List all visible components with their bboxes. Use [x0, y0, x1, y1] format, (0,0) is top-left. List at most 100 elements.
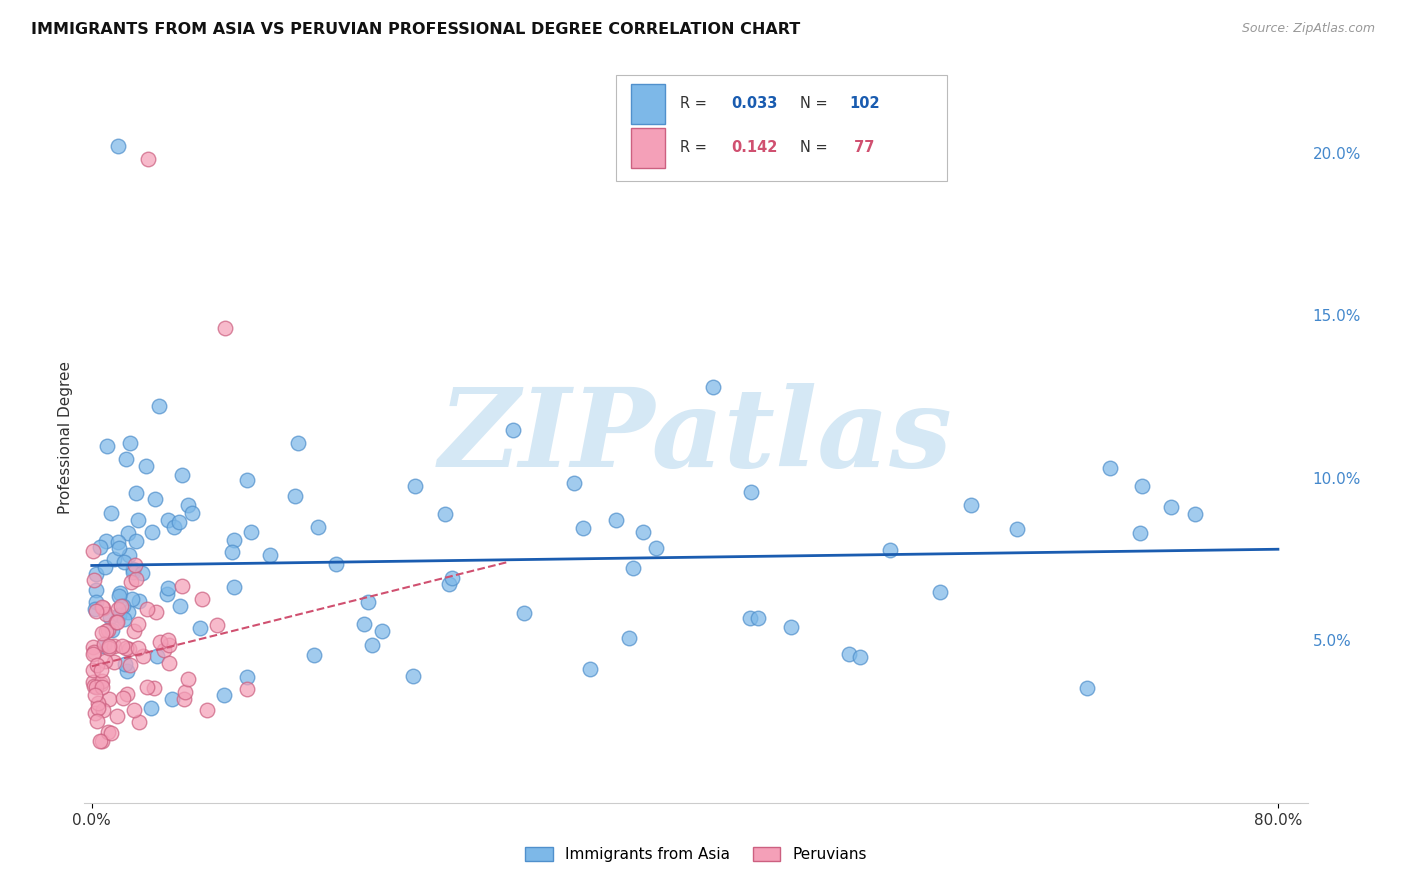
- Point: [163, 520, 186, 534]
- Point: [84, 680, 107, 694]
- Legend: Immigrants from Asia, Peruvians: Immigrants from Asia, Peruvians: [519, 841, 873, 868]
- Point: [146, 649, 169, 664]
- Point: [1129, 526, 1152, 541]
- Y-axis label: Professional Degree: Professional Degree: [58, 360, 73, 514]
- Point: [122, 624, 145, 638]
- Point: [94, 607, 117, 622]
- Point: [156, 513, 179, 527]
- Point: [110, 599, 132, 613]
- Point: [82, 640, 104, 654]
- Point: [127, 617, 149, 632]
- Point: [112, 599, 135, 613]
- Point: [105, 615, 128, 629]
- Point: [108, 541, 131, 555]
- Point: [103, 552, 125, 566]
- Point: [214, 688, 236, 702]
- Point: [148, 399, 170, 413]
- Point: [156, 587, 179, 601]
- Point: [122, 565, 145, 579]
- Point: [702, 380, 724, 394]
- Point: [97, 724, 120, 739]
- Point: [117, 665, 139, 679]
- Text: 0.142: 0.142: [731, 140, 778, 155]
- Point: [361, 638, 384, 652]
- Point: [402, 669, 425, 683]
- Point: [127, 513, 149, 527]
- Point: [91, 680, 114, 694]
- Text: IMMIGRANTS FROM ASIA VS PERUVIAN PROFESSIONAL DEGREE CORRELATION CHART: IMMIGRANTS FROM ASIA VS PERUVIAN PROFESS…: [31, 22, 800, 37]
- Point: [89, 733, 111, 747]
- Point: [97, 639, 120, 653]
- Point: [108, 607, 131, 622]
- Point: [747, 611, 769, 625]
- Point: [91, 673, 114, 688]
- Text: 0.033: 0.033: [731, 96, 778, 112]
- Point: [124, 558, 146, 572]
- Point: [236, 682, 259, 697]
- Point: [87, 696, 110, 710]
- Point: [188, 621, 211, 635]
- Point: [502, 423, 524, 437]
- Point: [136, 152, 159, 166]
- Point: [89, 540, 111, 554]
- Point: [645, 541, 668, 555]
- Point: [214, 321, 236, 335]
- Text: 102: 102: [849, 96, 880, 112]
- Point: [82, 675, 104, 690]
- Point: [105, 708, 128, 723]
- Point: [440, 571, 463, 585]
- Point: [205, 618, 228, 632]
- Point: [82, 544, 104, 558]
- Point: [304, 648, 326, 662]
- Point: [118, 657, 141, 672]
- Point: [86, 700, 108, 714]
- Point: [353, 617, 375, 632]
- Point: [307, 519, 329, 533]
- Point: [94, 533, 117, 548]
- Point: [434, 507, 457, 521]
- Point: [103, 655, 125, 669]
- Point: [145, 605, 167, 619]
- Point: [141, 525, 163, 540]
- Point: [128, 594, 150, 608]
- Point: [605, 513, 627, 527]
- Point: [107, 590, 129, 604]
- Point: [91, 600, 114, 615]
- Point: [90, 626, 112, 640]
- Point: [1076, 681, 1098, 696]
- Point: [1160, 500, 1182, 514]
- Point: [325, 558, 347, 572]
- Point: [93, 636, 115, 650]
- Point: [121, 591, 143, 606]
- FancyBboxPatch shape: [616, 75, 946, 181]
- Point: [173, 691, 195, 706]
- Point: [117, 641, 139, 656]
- Point: [160, 691, 183, 706]
- Point: [90, 677, 112, 691]
- Point: [100, 726, 122, 740]
- Point: [86, 657, 108, 672]
- Point: [157, 638, 180, 652]
- Point: [117, 526, 139, 541]
- Point: [107, 602, 129, 616]
- Point: [83, 602, 105, 616]
- Point: [221, 545, 243, 559]
- Point: [157, 656, 180, 670]
- Point: [287, 436, 309, 450]
- Point: [142, 681, 165, 695]
- Point: [86, 714, 108, 729]
- Point: [131, 566, 153, 581]
- Point: [177, 498, 200, 512]
- Point: [107, 535, 129, 549]
- Point: [156, 581, 179, 595]
- Point: [222, 581, 245, 595]
- Point: [83, 573, 105, 587]
- Point: [105, 615, 128, 630]
- Point: [111, 639, 134, 653]
- Point: [838, 647, 860, 661]
- Point: [357, 595, 380, 609]
- Text: Source: ZipAtlas.com: Source: ZipAtlas.com: [1241, 22, 1375, 36]
- Point: [82, 663, 104, 677]
- Point: [180, 506, 202, 520]
- Point: [125, 485, 148, 500]
